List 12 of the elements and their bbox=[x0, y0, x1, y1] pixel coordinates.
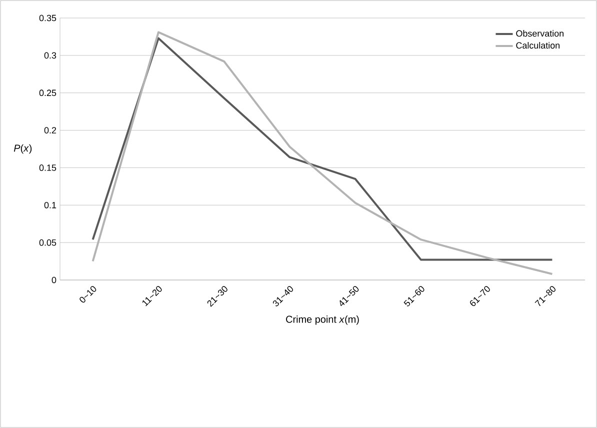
y-axis-title: P(x) bbox=[14, 144, 32, 154]
y-tick-label: 0.05 bbox=[39, 239, 56, 246]
legend-label: Observation bbox=[516, 30, 564, 37]
y-tick-label: 0.1 bbox=[44, 202, 56, 208]
y-tick-label: 0.35 bbox=[39, 14, 56, 22]
x-axis-title: Crime point x(m) bbox=[286, 315, 359, 325]
y-tick-label: 0.2 bbox=[44, 127, 56, 134]
y-tick-label: 0.3 bbox=[44, 52, 56, 59]
y-tick-label: 0 bbox=[52, 276, 56, 284]
y-tick-label: 0.15 bbox=[39, 164, 56, 171]
legend-label: Calculation bbox=[516, 42, 560, 49]
y-tick-label: 0.25 bbox=[39, 90, 56, 96]
